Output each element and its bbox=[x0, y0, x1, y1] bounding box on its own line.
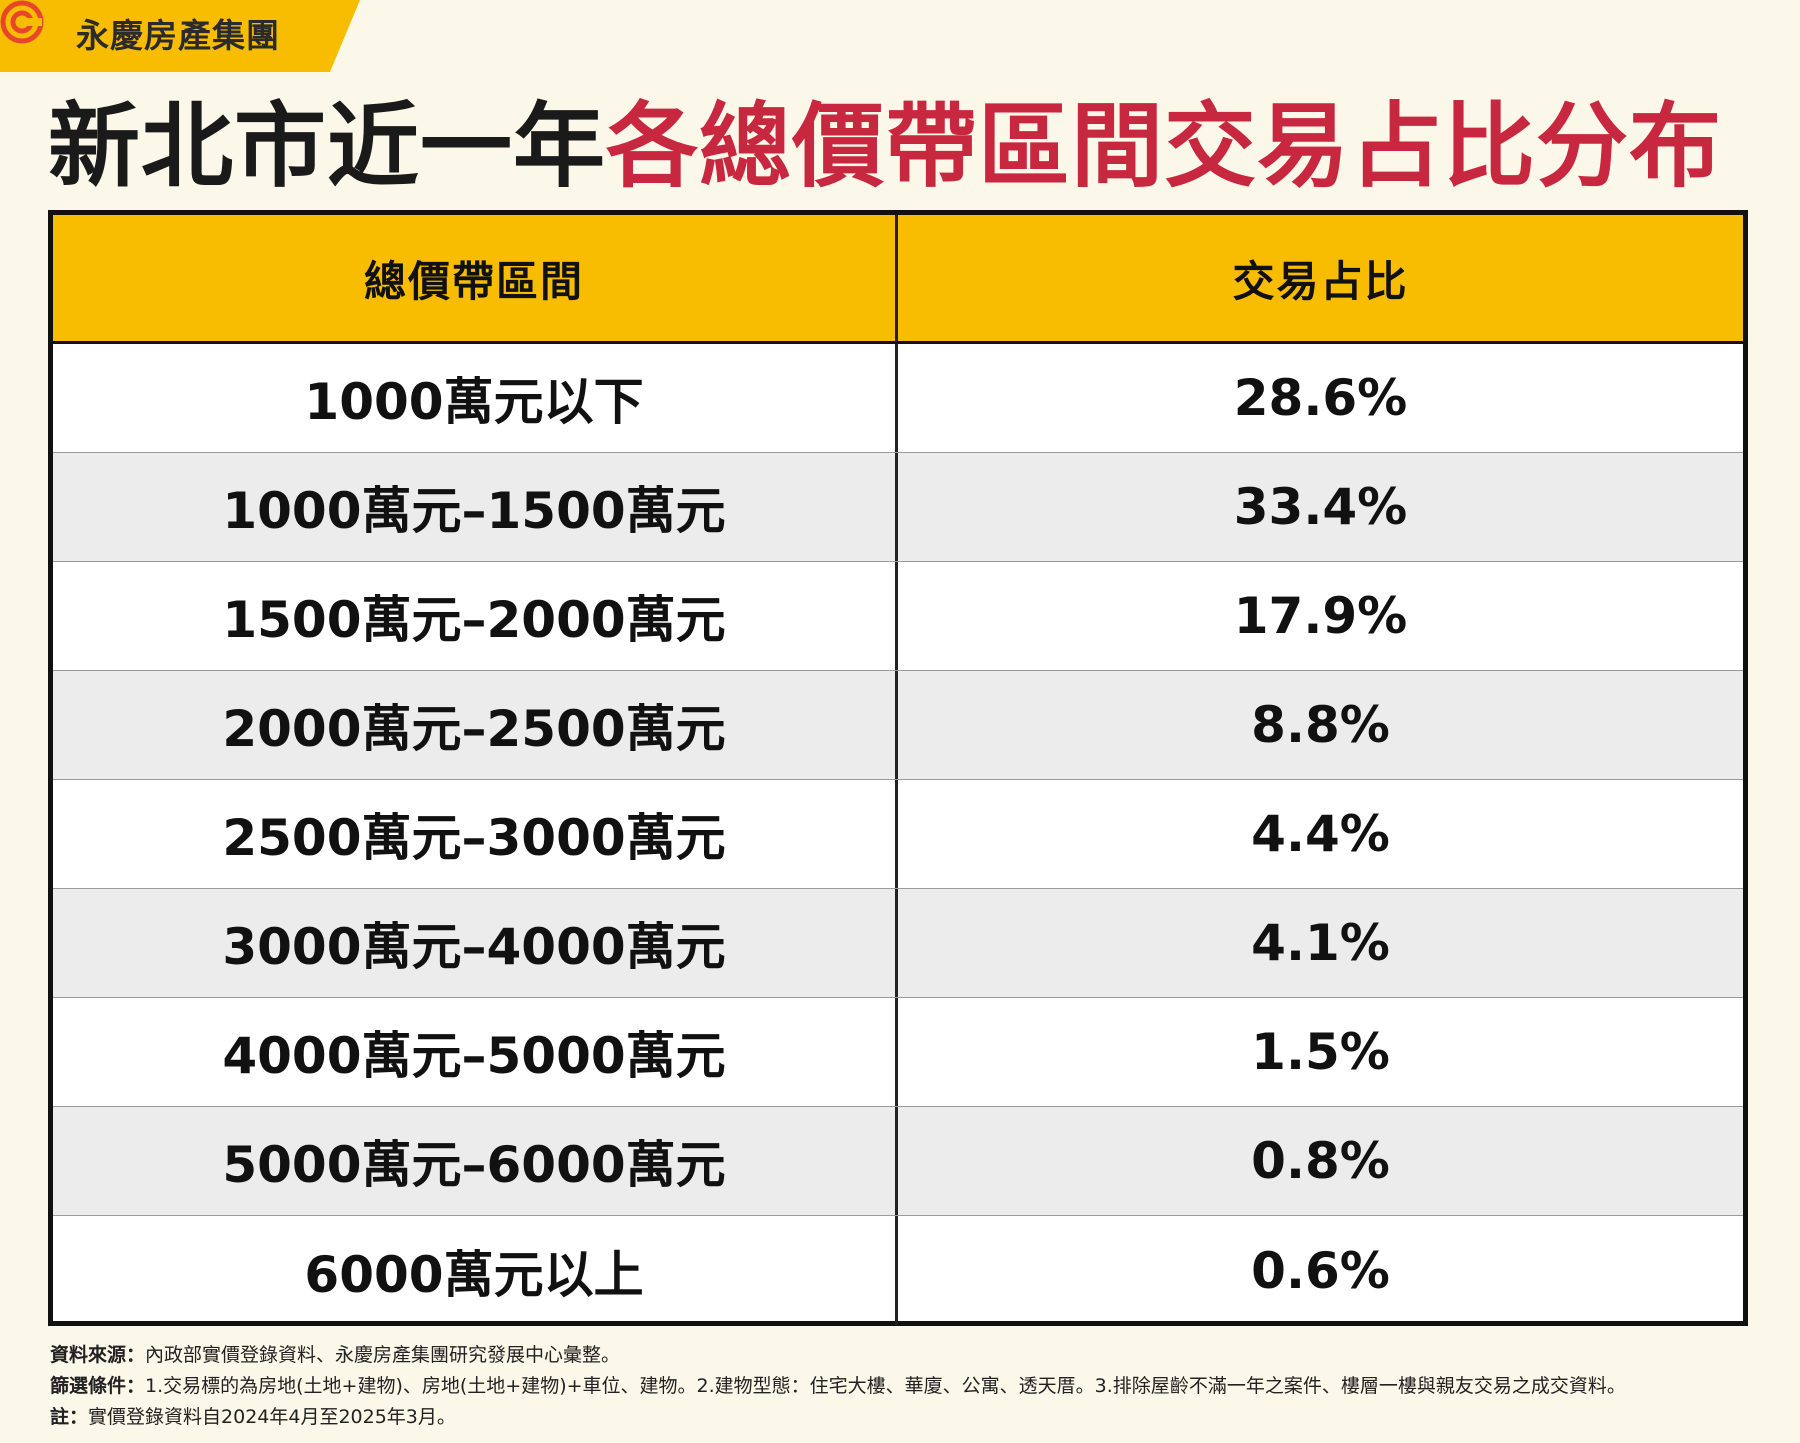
share-cell: 33.4% bbox=[1233, 478, 1408, 536]
price-band-cell: 6000萬元以上 bbox=[53, 1216, 898, 1325]
price-band-cell: 5000萬元–6000萬元 bbox=[53, 1107, 898, 1215]
brand-tab-background bbox=[0, 0, 360, 72]
share-cell: 0.8% bbox=[1251, 1132, 1390, 1190]
price-band-cell: 2500萬元–3000萬元 bbox=[53, 780, 898, 888]
share-cell: 4.4% bbox=[1251, 805, 1390, 863]
header-share: 交易占比 bbox=[1232, 256, 1409, 306]
footnote-source: 資料來源：內政部實價登錄資料、永慶房產集團研究發展中心彙整。 bbox=[50, 1340, 1626, 1371]
table-row: 3000萬元–4000萬元 4.1% bbox=[53, 889, 1743, 998]
share-cell: 1.5% bbox=[1251, 1023, 1390, 1081]
footnote-label: 篩選條件： bbox=[50, 1375, 146, 1397]
price-band-cell: 4000萬元–5000萬元 bbox=[53, 998, 898, 1106]
table-row: 1000萬元以下 28.6% bbox=[53, 344, 1743, 453]
footnote-text: 1.交易標的為房地(土地+建物)、房地(土地+建物)+車位、建物。2.建物型態：… bbox=[145, 1375, 1626, 1397]
yungching-logo-icon bbox=[0, 0, 44, 44]
table-header-row: 總價帶區間 交易占比 bbox=[53, 215, 1743, 344]
footnote-text: 實價登錄資料自2024年4月至2025年3月。 bbox=[88, 1406, 456, 1428]
footnote-label: 註： bbox=[50, 1406, 89, 1428]
price-band-table: 總價帶區間 交易占比 1000萬元以下 28.6% 1000萬元–1500萬元 … bbox=[48, 210, 1748, 1326]
share-cell: 17.9% bbox=[1233, 587, 1408, 645]
page-title: 新北市近一年各總價帶區間交易占比分布 bbox=[48, 92, 1722, 202]
page-title-part2: 各總價帶區間交易占比分布 bbox=[606, 93, 1723, 200]
brand-tab: 永慶房產集團 bbox=[0, 0, 360, 72]
brand-name: 永慶房產集團 bbox=[76, 16, 280, 55]
table-row: 2000萬元–2500萬元 8.8% bbox=[53, 671, 1743, 780]
page-title-part1: 新北市近一年 bbox=[48, 93, 607, 200]
share-cell: 0.6% bbox=[1251, 1241, 1390, 1300]
table-row: 6000萬元以上 0.6% bbox=[53, 1216, 1743, 1325]
share-cell: 4.1% bbox=[1251, 914, 1390, 972]
table-row: 2500萬元–3000萬元 4.4% bbox=[53, 780, 1743, 889]
price-band-cell: 1000萬元以下 bbox=[53, 344, 898, 452]
price-band-cell: 3000萬元–4000萬元 bbox=[53, 889, 898, 997]
footnote-criteria: 篩選條件：1.交易標的為房地(土地+建物)、房地(土地+建物)+車位、建物。2.… bbox=[50, 1371, 1626, 1402]
share-cell: 8.8% bbox=[1251, 696, 1390, 754]
table-row: 1500萬元–2000萬元 17.9% bbox=[53, 562, 1743, 671]
price-band-cell: 1500萬元–2000萬元 bbox=[53, 562, 898, 670]
table-row: 5000萬元–6000萬元 0.8% bbox=[53, 1107, 1743, 1216]
footnote-text: 內政部實價登錄資料、永慶房產集團研究發展中心彙整。 bbox=[145, 1344, 621, 1366]
table-row: 1000萬元–1500萬元 33.4% bbox=[53, 453, 1743, 562]
footnote-label: 資料來源： bbox=[50, 1344, 146, 1366]
price-band-cell: 1000萬元–1500萬元 bbox=[53, 453, 898, 561]
footnote-note: 註：實價登錄資料自2024年4月至2025年3月。 bbox=[50, 1402, 1626, 1433]
share-cell: 28.6% bbox=[1233, 369, 1408, 427]
footnotes: 資料來源：內政部實價登錄資料、永慶房產集團研究發展中心彙整。 篩選條件：1.交易… bbox=[50, 1340, 1626, 1433]
price-band-cell: 2000萬元–2500萬元 bbox=[53, 671, 898, 779]
header-price-band: 總價帶區間 bbox=[53, 215, 898, 341]
table-row: 4000萬元–5000萬元 1.5% bbox=[53, 998, 1743, 1107]
